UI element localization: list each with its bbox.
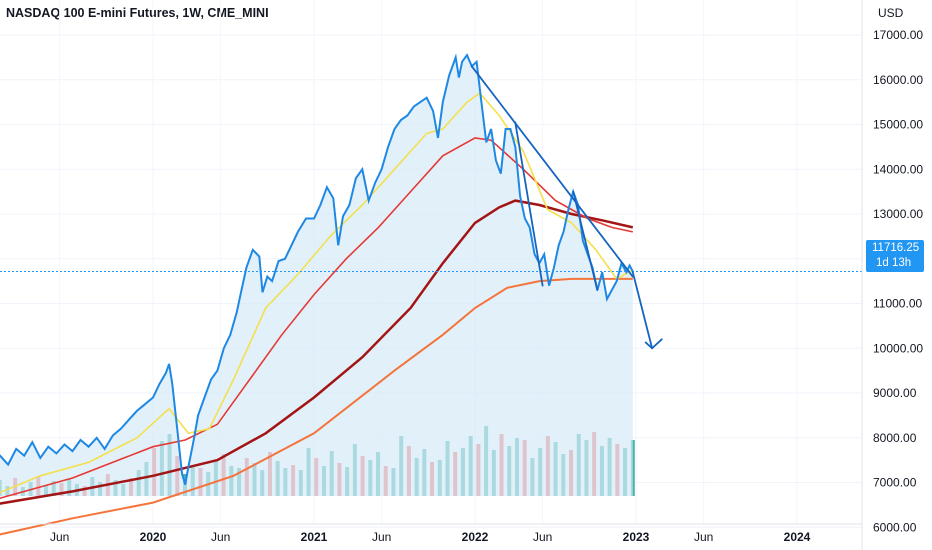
ema-slow-line <box>0 199 634 505</box>
x-tick-label: Jun <box>694 530 713 544</box>
chart-title: NASDAQ 100 E-mini Futures, 1W, CME_MINI <box>6 6 269 20</box>
trend-line[interactable] <box>470 65 634 278</box>
trend-line[interactable] <box>651 338 663 350</box>
trend-lines <box>470 65 663 350</box>
x-tick-label: 2020 <box>140 530 167 544</box>
y-tick-label: 6000.00 <box>873 520 917 534</box>
current-price-value: 11716.25 <box>872 242 920 254</box>
ema-long-line <box>0 277 633 536</box>
price-line <box>0 53 634 485</box>
x-tick-label: 2021 <box>301 530 328 544</box>
x-tick-label: Jun <box>372 530 391 544</box>
bar-countdown: 1d 13h <box>876 257 912 269</box>
x-tick-label: Jun <box>533 530 552 544</box>
trend-line[interactable] <box>514 121 544 287</box>
ema-fast-line <box>0 92 634 494</box>
price-area-fill <box>0 55 633 496</box>
y-tick-label: 8000.00 <box>873 431 917 445</box>
y-tick-label: 13000.00 <box>873 207 923 221</box>
trend-line[interactable] <box>572 190 599 291</box>
y-tick-label: 7000.00 <box>873 476 917 490</box>
ema-mid-line <box>0 137 633 500</box>
y-tick-label: 16000.00 <box>873 73 923 87</box>
x-tick-label: 2023 <box>623 530 650 544</box>
x-tick-label: Jun <box>211 530 230 544</box>
current-price-badge: 11716.25 1d 13h <box>866 240 924 272</box>
y-tick-label: 9000.00 <box>873 386 917 400</box>
trend-line[interactable] <box>631 271 653 350</box>
y-tick-label: 17000.00 <box>873 28 923 42</box>
trend-line[interactable] <box>644 341 653 350</box>
y-tick-label: 10000.00 <box>873 341 923 355</box>
y-tick-label: 11000.00 <box>873 297 922 311</box>
y-tick-label: 15000.00 <box>873 118 923 132</box>
x-tick-label: 2022 <box>462 530 489 544</box>
y-tick-label: 14000.00 <box>873 162 923 176</box>
price-axis[interactable]: 17000.00 16000.00 15000.00 14000.00 13000.00… <box>873 28 923 534</box>
x-tick-label: Jun <box>50 530 69 544</box>
time-axis[interactable]: Jun 2020 Jun 2021 Jun 2022 Jun 2023 Jun 2024 <box>50 530 811 544</box>
x-tick-label: 2024 <box>784 530 811 544</box>
currency-label: USD <box>878 6 904 20</box>
